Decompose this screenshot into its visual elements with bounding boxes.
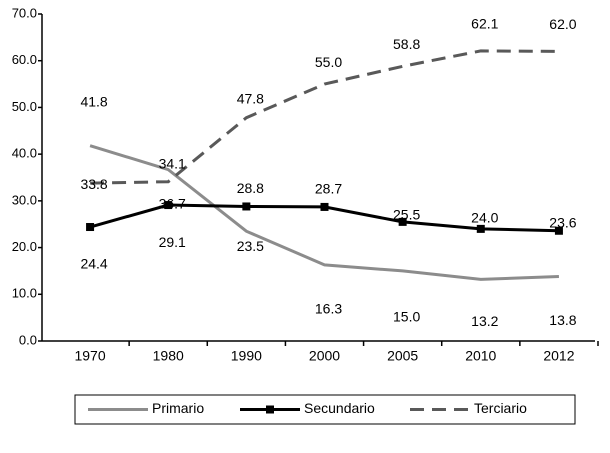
legend-label: Terciario [474, 400, 527, 416]
marker [554, 226, 563, 235]
y-tick-label: 50.0 [12, 99, 37, 114]
data-label: 23.5 [237, 238, 264, 254]
data-label: 15.0 [393, 309, 420, 325]
data-label: 28.8 [237, 180, 264, 196]
marker [320, 202, 329, 211]
data-label: 24.4 [80, 256, 107, 272]
legend-label: Primario [152, 400, 204, 416]
x-tick-label: 2010 [465, 348, 496, 364]
marker [86, 223, 95, 232]
x-tick-label: 2000 [309, 348, 340, 364]
series-line [90, 49, 559, 185]
legend-label: Secundario [304, 400, 375, 416]
series-line [89, 144, 559, 281]
marker [398, 217, 407, 226]
x-tick-label: 1990 [231, 348, 262, 364]
marker [164, 201, 173, 210]
data-label: 58.8 [393, 36, 420, 52]
data-label: 25.5 [393, 207, 420, 223]
x-tick-label: 1970 [74, 348, 105, 364]
data-label: 41.8 [80, 93, 107, 109]
data-label: 62.0 [549, 16, 576, 32]
y-tick-label: 40.0 [12, 146, 37, 161]
data-label: 29.1 [159, 234, 186, 250]
y-tick-label: 10.0 [12, 286, 37, 301]
y-tick-label: 20.0 [12, 239, 37, 254]
y-tick-label: 30.0 [12, 192, 37, 207]
data-label: 55.0 [315, 54, 342, 70]
data-label: 33.8 [80, 176, 107, 192]
data-label: 62.1 [471, 16, 498, 32]
data-label: 34.1 [159, 155, 186, 171]
data-label: 36.7 [159, 195, 186, 211]
data-label: 13.2 [471, 313, 498, 329]
data-label: 28.7 [315, 181, 342, 197]
marker [242, 202, 251, 211]
data-label: 47.8 [237, 90, 264, 106]
y-tick-label: 0.0 [19, 332, 37, 347]
y-tick-label: 70.0 [12, 5, 37, 20]
x-tick-label: 2005 [387, 348, 418, 364]
x-tick-label: 2012 [543, 348, 574, 364]
y-tick-label: 60.0 [12, 52, 37, 67]
data-label: 13.8 [549, 312, 576, 328]
marker [476, 224, 485, 233]
data-label: 23.6 [549, 214, 576, 230]
data-label: 24.0 [471, 210, 498, 226]
x-tick-label: 1980 [153, 348, 184, 364]
legend-box [74, 394, 576, 425]
data-label: 16.3 [315, 301, 342, 317]
legend-marker [266, 405, 274, 414]
